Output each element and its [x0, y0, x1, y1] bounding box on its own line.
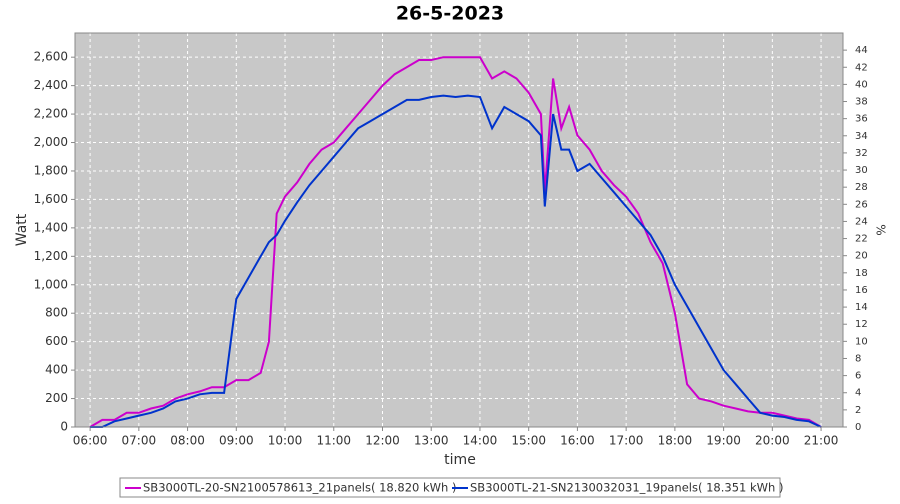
- y2-tick-label: 20: [855, 251, 868, 262]
- y2-tick-label: 2: [855, 405, 861, 416]
- y2-tick-label: 34: [855, 131, 868, 142]
- x-tick-label: 06:00: [73, 434, 108, 448]
- y2-tick-label: 18: [855, 268, 868, 279]
- x-tick-label: 10:00: [268, 434, 303, 448]
- y2-tick-label: 4: [855, 388, 861, 399]
- y-tick-label: 1,400: [34, 220, 68, 234]
- y-tick-label: 1,800: [34, 163, 68, 177]
- y2-tick-label: 22: [855, 234, 868, 245]
- legend-label: SB3000TL-20-SN2100578613_21panels( 18.82…: [143, 481, 456, 495]
- y-axis-label: Watt: [14, 213, 30, 246]
- y2-tick-label: 0: [855, 422, 861, 433]
- x-tick-label: 08:00: [170, 434, 205, 448]
- plot-border: [74, 32, 844, 428]
- y-tick-label: 600: [45, 334, 68, 348]
- y-tick-label: 1,200: [34, 249, 68, 263]
- x-tick-label: 07:00: [122, 434, 157, 448]
- y-tick-label: 0: [60, 420, 68, 434]
- x-tick-label: 18:00: [658, 434, 693, 448]
- y-tick-label: 2,000: [34, 135, 68, 149]
- chart-title: 26-5-2023: [396, 3, 504, 25]
- y-tick-label: 400: [45, 363, 68, 377]
- x-tick-label: 15:00: [511, 434, 546, 448]
- series-line: [89, 56, 822, 428]
- y2-tick-label: 44: [855, 45, 868, 56]
- y2-tick-label: 42: [855, 62, 868, 73]
- y2-tick-label: 8: [855, 353, 861, 364]
- y2-tick-label: 24: [855, 216, 868, 227]
- y-tick-label: 2,200: [34, 107, 68, 121]
- y2-tick-label: 28: [855, 182, 868, 193]
- x-axis-label: time: [444, 452, 476, 468]
- y2-tick-label: 30: [855, 165, 868, 176]
- x-tick-label: 16:00: [560, 434, 595, 448]
- y2-tick-label: 12: [855, 319, 868, 330]
- x-tick-label: 09:00: [219, 434, 254, 448]
- y-tick-label: 1,000: [34, 277, 68, 291]
- y-tick-label: 200: [45, 391, 68, 405]
- y-tick-label: 800: [45, 306, 68, 320]
- y2-tick-label: 16: [855, 285, 868, 296]
- y2-tick-label: 6: [855, 371, 861, 382]
- y2-tick-label: 40: [855, 79, 868, 90]
- x-tick-label: 13:00: [414, 434, 449, 448]
- x-tick-label: 19:00: [706, 434, 741, 448]
- y-tick-label: 2,400: [34, 78, 68, 92]
- y2-tick-label: 10: [855, 336, 868, 347]
- y2-tick-label: 14: [855, 302, 868, 313]
- x-tick-label: 12:00: [365, 434, 400, 448]
- series-line: [90, 94, 822, 428]
- x-tick-label: 21:00: [804, 434, 839, 448]
- y2-tick-label: 38: [855, 97, 868, 108]
- x-tick-label: 17:00: [609, 434, 644, 448]
- y2-tick-label: 32: [855, 148, 868, 159]
- y-tick-label: 1,600: [34, 192, 68, 206]
- x-tick-label: 11:00: [316, 434, 351, 448]
- x-tick-label: 20:00: [755, 434, 790, 448]
- x-tick-label: 14:00: [463, 434, 498, 448]
- y2-axis-label: %: [874, 224, 888, 235]
- legend-box: [119, 477, 781, 498]
- y2-tick-label: 26: [855, 199, 868, 210]
- y-tick-label: 2,600: [34, 50, 68, 64]
- y2-tick-label: 36: [855, 114, 868, 125]
- legend-label: SB3000TL-21-SN2130032031_19panels( 18.35…: [470, 481, 783, 495]
- plot-area: [75, 33, 843, 427]
